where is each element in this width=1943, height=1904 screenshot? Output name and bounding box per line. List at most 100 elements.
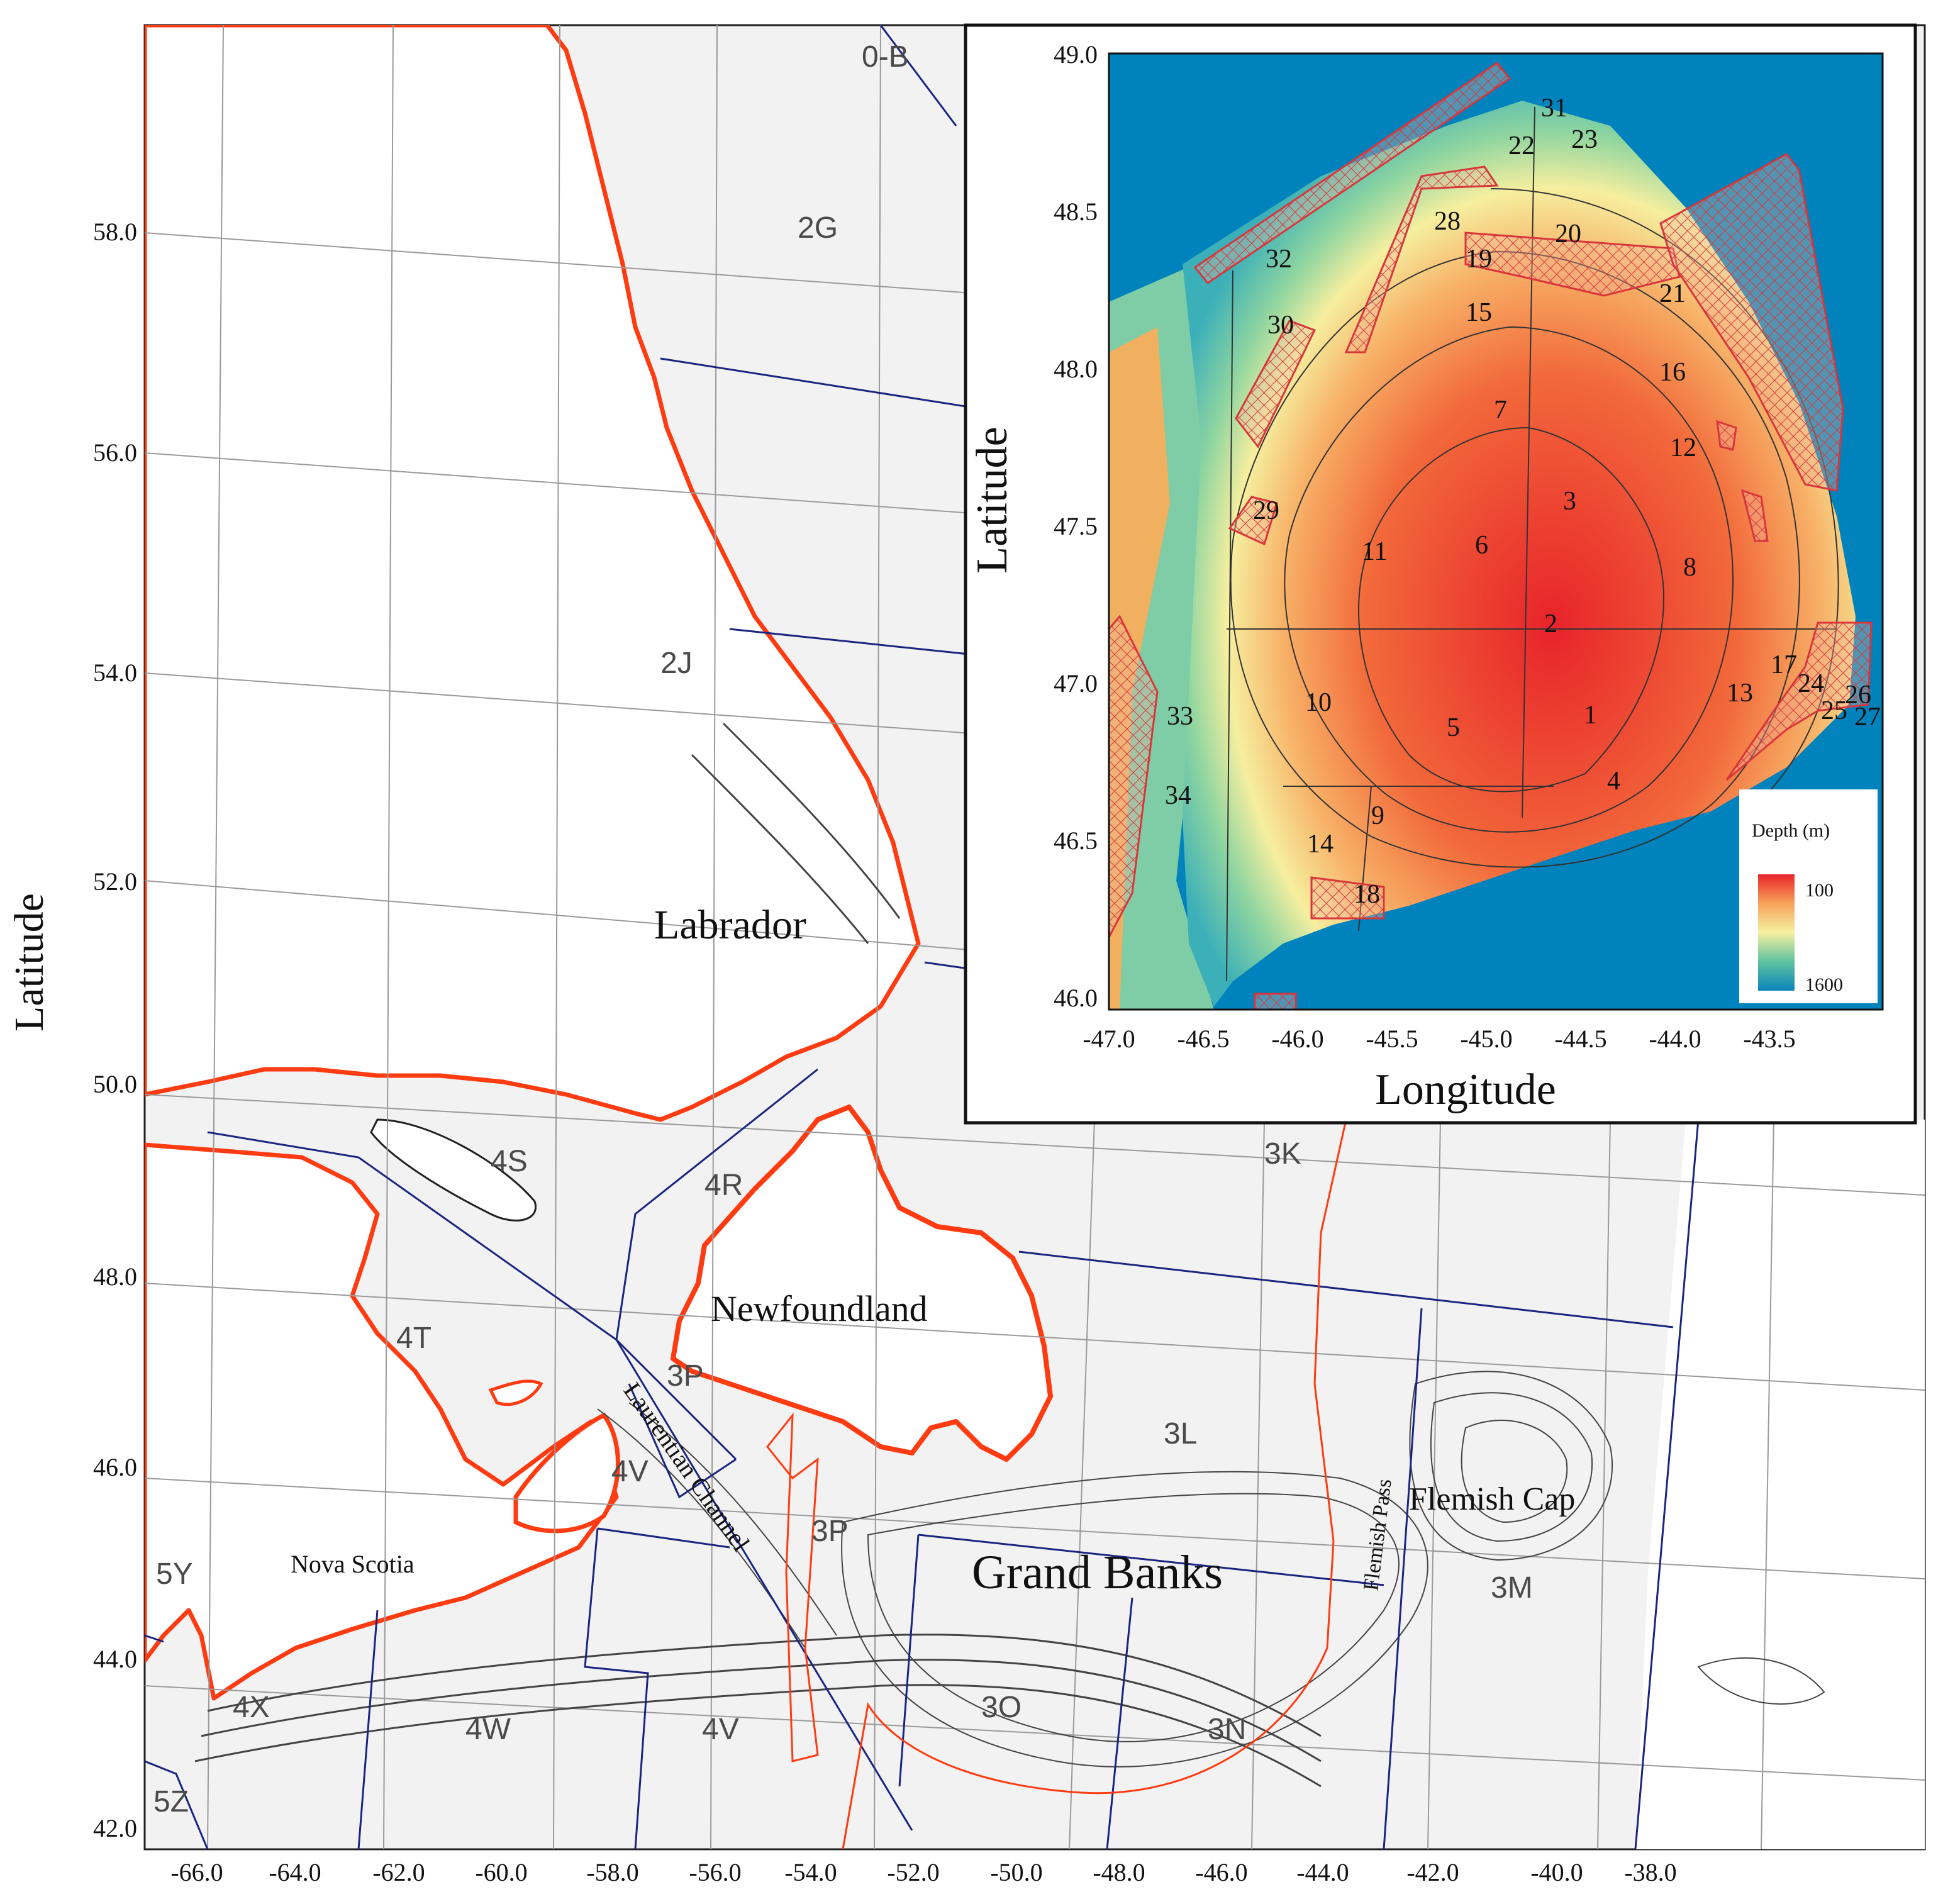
stratum-label: 9	[1371, 801, 1384, 830]
nafo-label: 3P	[811, 1515, 849, 1548]
main-y-tick: 44.0	[93, 1645, 137, 1673]
nafo-label: 3L	[1164, 1417, 1197, 1450]
main-y-tick: 46.0	[93, 1453, 137, 1481]
inset-x-tick: -44.0	[1649, 1025, 1701, 1053]
place-label-grand-banks: Grand Banks	[972, 1546, 1223, 1599]
main-x-tick: -42.0	[1406, 1858, 1459, 1886]
nafo-label: 3O	[981, 1691, 1022, 1724]
stratum-label: 6	[1475, 531, 1488, 560]
stratum-label: 27	[1854, 703, 1881, 732]
main-x-tick: -44.0	[1296, 1858, 1349, 1886]
nafo-label: 2J	[660, 647, 693, 680]
open-ocean	[1635, 1120, 1925, 1849]
main-x-tick: -56.0	[689, 1858, 741, 1886]
stratum-label: 15	[1466, 298, 1492, 327]
main-y-ticks: 58.0 56.0 54.0 52.0 50.0 48.0 46.0 44.0 …	[93, 218, 137, 1842]
stratum-label: 4	[1607, 767, 1620, 796]
stratum-label: 26	[1845, 681, 1871, 710]
stratum-label: 30	[1267, 311, 1294, 340]
inset-x-tick: -46.0	[1271, 1025, 1323, 1053]
place-label-flemish-cap: Flemish Cap	[1409, 1481, 1575, 1517]
main-y-tick: 52.0	[93, 867, 137, 896]
inset-y-tick: 46.0	[1054, 984, 1098, 1012]
main-x-tick: -60.0	[475, 1858, 527, 1886]
nafo-label: 3M	[1491, 1571, 1533, 1605]
stratum-label: 31	[1541, 94, 1567, 123]
main-x-tick: -38.0	[1624, 1858, 1676, 1886]
stratum-label: 12	[1670, 433, 1696, 462]
depth-color-bar	[1758, 874, 1795, 991]
bathymetry-contours	[194, 722, 1825, 1788]
stratum-label: 21	[1659, 279, 1686, 308]
main-y-tick: 54.0	[93, 659, 137, 687]
main-y-tick: 56.0	[93, 438, 137, 467]
nafo-label: 4V	[611, 1455, 649, 1488]
inset-x-ticks: -47.0 -46.5 -46.0 -45.5 -45.0 -44.5 -44.…	[1083, 1025, 1795, 1053]
stratum-label: 13	[1727, 679, 1753, 708]
stratum-label: 17	[1771, 650, 1797, 679]
newfoundland-land	[671, 1105, 1053, 1462]
main-x-tick: -52.0	[887, 1858, 939, 1886]
main-y-tick: 58.0	[93, 218, 137, 246]
stratum-label: 19	[1466, 245, 1492, 274]
graticule	[145, 25, 1925, 1849]
main-x-tick: -46.0	[1195, 1858, 1247, 1886]
labrador-land	[145, 25, 921, 1122]
inset-x-tick: -45.0	[1460, 1025, 1512, 1053]
stratum-label: 11	[1362, 537, 1387, 566]
main-x-tick: -48.0	[1093, 1858, 1145, 1886]
main-y-tick: 42.0	[93, 1814, 137, 1842]
place-label-nova-scotia: Nova Scotia	[291, 1550, 415, 1578]
nafo-label: 4V	[702, 1713, 739, 1746]
nafo-label: 2G	[798, 211, 838, 245]
main-x-tick: -64.0	[269, 1858, 321, 1886]
nafo-label: 3P	[667, 1359, 704, 1393]
stratum-label: 25	[1821, 696, 1847, 725]
inset-x-tick: -47.0	[1083, 1025, 1135, 1053]
depth-legend-top-value: 100	[1805, 880, 1834, 901]
stratum-label: 14	[1307, 830, 1333, 859]
nafo-label: 5Y	[156, 1557, 193, 1591]
cape-breton-island	[513, 1412, 620, 1534]
main-x-tick: -58.0	[586, 1858, 638, 1886]
inset-hatched-strata	[1109, 61, 1873, 1010]
boundary-lines-orange	[766, 1119, 1347, 1849]
nafo-label: 4W	[465, 1713, 511, 1746]
main-x-ticks: -66.0 -64.0 -62.0 -60.0 -58.0 -56.0 -54.…	[170, 1858, 1676, 1886]
inset-map: -47.0 -46.5 -46.0 -45.5 -45.0 -44.5 -44.…	[964, 23, 1917, 1125]
inset-y-ticks: 49.0 48.5 48.0 47.5 47.0 46.5 46.0	[1054, 40, 1098, 1012]
stratum-label: 20	[1555, 220, 1581, 248]
stratum-label: 32	[1266, 245, 1292, 274]
inset-y-tick: 47.5	[1054, 512, 1098, 540]
nafo-label: 4X	[233, 1691, 270, 1724]
nafo-label: 0-B	[862, 40, 909, 74]
stratum-label: 18	[1354, 880, 1380, 909]
inset-x-tick: -44.5	[1554, 1025, 1606, 1053]
main-y-tick: 48.0	[93, 1262, 137, 1291]
stratum-label: 34	[1165, 781, 1191, 810]
nafo-label: 4R	[704, 1169, 743, 1202]
inset-y-axis-title: Latitude	[968, 426, 1016, 573]
inset-strata-labels: 31 23 22 28 20 19 32 21 15 30 16 7 12 3 …	[1165, 94, 1881, 909]
place-label-labrador: Labrador	[654, 902, 806, 948]
inset-y-tick: 48.0	[1054, 355, 1098, 383]
inset-plot-frame	[1108, 52, 1884, 1011]
main-x-tick: -66.0	[170, 1858, 223, 1886]
inset-x-tick: -46.5	[1177, 1025, 1229, 1053]
stratum-label: 2	[1544, 610, 1557, 638]
main-x-tick: -62.0	[372, 1858, 425, 1886]
stratum-label: 8	[1683, 553, 1696, 582]
nafo-label: 4T	[396, 1322, 431, 1355]
main-y-axis-title: Latitude	[6, 893, 52, 1032]
stratum-label: 29	[1253, 496, 1279, 525]
place-label-newfoundland: Newfoundland	[711, 1288, 928, 1329]
stratum-label: 3	[1563, 487, 1576, 516]
inset-y-tick: 48.5	[1054, 198, 1098, 226]
stratum-label: 1	[1584, 701, 1597, 730]
nafo-division-labels: 0-B 2G 2J 4S 4R 4T 3P 4V 3P 3K 3L 3M 5Y …	[153, 40, 1533, 1818]
anticosti-island	[370, 1118, 537, 1222]
stratum-label: 33	[1167, 702, 1193, 731]
inset-y-tick: 47.0	[1054, 669, 1098, 698]
depth-legend-title: Depth (m)	[1752, 820, 1830, 841]
depth-legend: Depth (m) 100 1600	[1739, 789, 1878, 1003]
